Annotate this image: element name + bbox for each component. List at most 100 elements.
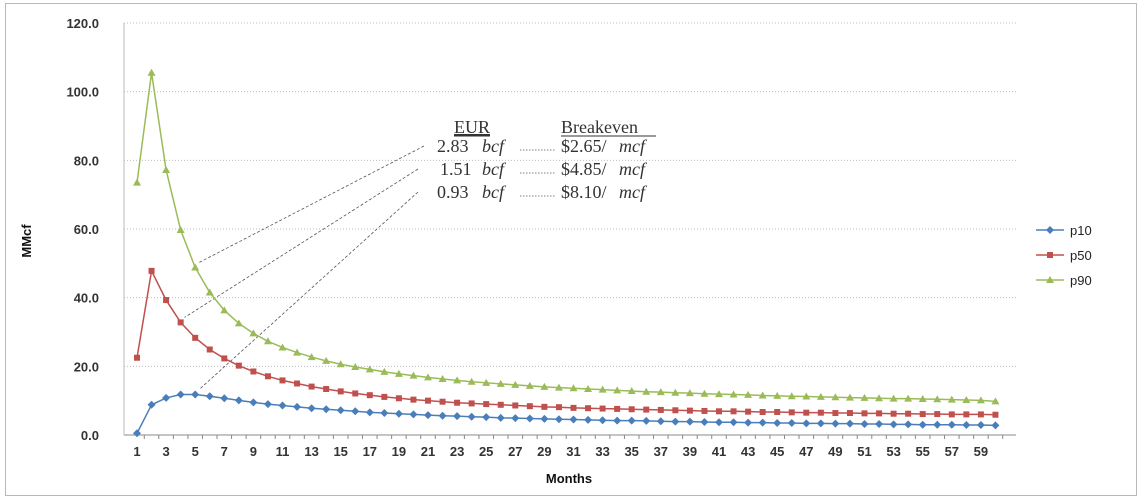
data-point	[264, 373, 271, 380]
data-point	[351, 407, 360, 416]
data-point	[875, 420, 884, 429]
data-point	[816, 419, 825, 428]
annotation-leader-line	[184, 168, 419, 318]
data-point	[511, 414, 520, 423]
data-point	[933, 420, 942, 429]
x-tick-label: 51	[857, 444, 871, 459]
data-point	[337, 388, 344, 395]
data-point	[133, 429, 141, 438]
data-point	[729, 390, 738, 398]
x-tick-label: 27	[508, 444, 522, 459]
data-point	[541, 403, 548, 410]
data-point	[454, 399, 461, 406]
data-point	[438, 375, 447, 383]
data-point	[744, 390, 753, 398]
data-point	[773, 391, 782, 399]
data-point	[685, 417, 694, 426]
data-point	[876, 410, 883, 417]
x-tick-label: 57	[945, 444, 959, 459]
data-point	[540, 382, 549, 390]
data-point	[671, 388, 680, 396]
x-tick-label: 19	[392, 444, 406, 459]
data-point	[322, 405, 331, 414]
data-point	[715, 390, 723, 398]
breakeven-unit: mcf	[619, 159, 648, 179]
data-point	[221, 355, 228, 362]
data-point	[482, 413, 491, 422]
data-point	[845, 393, 854, 401]
data-point	[831, 393, 840, 401]
data-point	[293, 402, 302, 411]
data-point	[234, 319, 243, 327]
x-tick-label: 7	[221, 444, 228, 459]
data-point	[1046, 226, 1054, 234]
breakeven-price: $8.10/	[561, 182, 607, 202]
data-point	[205, 288, 214, 296]
eur-value: 0.93	[437, 182, 469, 202]
data-point	[889, 394, 898, 402]
data-point	[380, 409, 389, 418]
legend-label: p10	[1070, 223, 1092, 238]
data-point	[554, 383, 563, 391]
data-point	[467, 377, 476, 385]
chart-frame: 0.0 20.0 40.0 60.0 80.0 100.0 120.0 1 3 5 7 9 11 13 15…	[5, 3, 1137, 496]
y-tick-label: 0.0	[81, 428, 99, 443]
data-point	[249, 329, 258, 337]
data-point	[1047, 252, 1053, 258]
x-tick-label: 23	[450, 444, 464, 459]
series-line-p90	[136, 72, 996, 403]
data-point	[308, 383, 315, 390]
data-point	[787, 392, 796, 400]
data-point	[802, 419, 811, 428]
data-point	[803, 409, 810, 416]
data-point	[540, 414, 549, 423]
data-point	[613, 386, 622, 394]
data-point	[642, 387, 651, 395]
data-point	[453, 412, 462, 421]
data-point	[861, 410, 868, 417]
data-point	[525, 381, 534, 389]
data-point	[774, 408, 781, 415]
data-point	[569, 415, 578, 424]
data-point	[336, 406, 345, 415]
data-point	[366, 392, 373, 399]
x-tick-label: 35	[624, 444, 638, 459]
data-point	[846, 410, 853, 417]
breakeven-unit: mcf	[619, 182, 648, 202]
data-point	[206, 346, 213, 353]
data-point	[192, 334, 199, 341]
y-tick-label: 40.0	[74, 291, 99, 306]
data-point	[963, 411, 970, 418]
data-point	[933, 395, 942, 403]
annotation-layer: EUR Breakeven 2.83 bcf $2.65/mcf 1.51 bcf $4.85…	[437, 117, 656, 202]
data-point	[220, 394, 229, 403]
data-point	[278, 343, 287, 351]
series-layer	[133, 68, 1000, 438]
data-point	[425, 397, 431, 404]
data-point	[817, 409, 824, 416]
data-point	[176, 390, 185, 399]
x-tick-label: 17	[363, 444, 377, 459]
data-point	[729, 418, 738, 427]
data-point	[467, 412, 476, 421]
data-point	[889, 420, 898, 429]
data-point	[730, 408, 737, 415]
data-point	[716, 408, 722, 415]
series-p10	[133, 390, 1000, 438]
data-point	[323, 385, 330, 392]
x-tick-label: 31	[566, 444, 580, 459]
data-point	[162, 393, 171, 402]
data-point	[133, 178, 141, 186]
data-point	[672, 407, 679, 414]
data-point	[570, 404, 577, 411]
legend-label: p50	[1070, 248, 1092, 263]
data-point	[191, 263, 200, 271]
data-point	[598, 385, 607, 393]
data-point	[948, 411, 955, 418]
data-point	[234, 396, 243, 405]
data-point	[918, 420, 927, 429]
data-point	[468, 400, 475, 407]
data-point	[962, 395, 971, 403]
x-tick-label: 5	[192, 444, 199, 459]
data-point	[642, 416, 651, 425]
